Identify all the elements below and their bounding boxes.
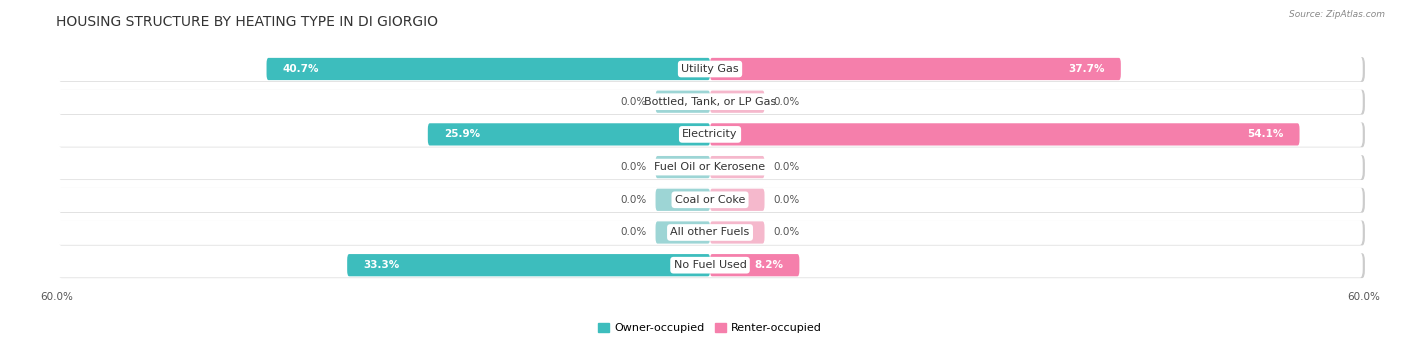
FancyBboxPatch shape [59,122,1365,147]
Legend: Owner-occupied, Renter-occupied: Owner-occupied, Renter-occupied [599,323,821,333]
FancyBboxPatch shape [59,188,1365,213]
FancyBboxPatch shape [59,90,1365,115]
FancyBboxPatch shape [58,89,1362,114]
FancyBboxPatch shape [59,155,1365,180]
FancyBboxPatch shape [58,220,1362,245]
FancyBboxPatch shape [710,91,765,113]
FancyBboxPatch shape [59,221,1365,246]
FancyBboxPatch shape [59,57,1365,82]
FancyBboxPatch shape [710,156,765,178]
FancyBboxPatch shape [58,57,1362,81]
Text: Fuel Oil or Kerosene: Fuel Oil or Kerosene [654,162,766,172]
FancyBboxPatch shape [58,155,1362,179]
Text: 0.0%: 0.0% [773,97,800,107]
Text: Utility Gas: Utility Gas [682,64,738,74]
FancyBboxPatch shape [710,123,1299,146]
Text: 8.2%: 8.2% [754,260,783,270]
Text: Coal or Coke: Coal or Coke [675,195,745,205]
Text: 0.0%: 0.0% [773,195,800,205]
Text: Electricity: Electricity [682,129,738,139]
Text: 0.0%: 0.0% [620,195,647,205]
FancyBboxPatch shape [710,189,765,211]
Text: 54.1%: 54.1% [1247,129,1284,139]
FancyBboxPatch shape [58,253,1362,278]
Text: 0.0%: 0.0% [773,227,800,237]
Text: No Fuel Used: No Fuel Used [673,260,747,270]
Text: 0.0%: 0.0% [773,162,800,172]
Text: All other Fuels: All other Fuels [671,227,749,237]
Text: 33.3%: 33.3% [364,260,399,270]
FancyBboxPatch shape [710,58,1121,80]
Text: 40.7%: 40.7% [283,64,319,74]
Text: 25.9%: 25.9% [444,129,481,139]
FancyBboxPatch shape [59,253,1365,278]
FancyBboxPatch shape [427,123,710,146]
FancyBboxPatch shape [710,254,800,276]
FancyBboxPatch shape [655,221,710,243]
FancyBboxPatch shape [655,156,710,178]
Text: 0.0%: 0.0% [620,97,647,107]
FancyBboxPatch shape [710,221,765,243]
Text: 0.0%: 0.0% [620,227,647,237]
Text: HOUSING STRUCTURE BY HEATING TYPE IN DI GIORGIO: HOUSING STRUCTURE BY HEATING TYPE IN DI … [56,15,439,29]
FancyBboxPatch shape [655,91,710,113]
FancyBboxPatch shape [347,254,710,276]
Text: Bottled, Tank, or LP Gas: Bottled, Tank, or LP Gas [644,97,776,107]
FancyBboxPatch shape [655,189,710,211]
FancyBboxPatch shape [58,122,1362,147]
Text: 0.0%: 0.0% [620,162,647,172]
Text: Source: ZipAtlas.com: Source: ZipAtlas.com [1289,10,1385,19]
Text: 37.7%: 37.7% [1069,64,1105,74]
FancyBboxPatch shape [267,58,710,80]
FancyBboxPatch shape [58,187,1362,212]
